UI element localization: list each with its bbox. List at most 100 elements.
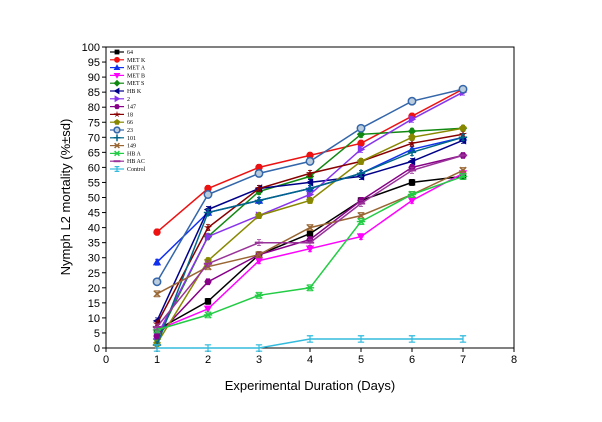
y-tick-label: 40 xyxy=(88,223,100,235)
series-control xyxy=(153,335,467,352)
legend-label: HB A xyxy=(127,151,142,157)
y-tick-label: 85 xyxy=(88,87,100,99)
legend-label: 2 xyxy=(127,97,130,103)
data-point xyxy=(408,335,416,343)
legend-label: MET K xyxy=(127,58,146,64)
data-point xyxy=(305,245,315,253)
data-point xyxy=(113,134,121,142)
data-point xyxy=(114,49,120,55)
data-point xyxy=(305,184,315,193)
legend-item: 23 xyxy=(110,126,133,134)
legend-label: 64 xyxy=(127,50,133,56)
data-point xyxy=(357,139,365,148)
data-point xyxy=(407,190,417,199)
data-point xyxy=(407,127,417,136)
legend-item: 18 xyxy=(110,110,133,118)
data-point xyxy=(407,138,417,147)
y-tick-label: 75 xyxy=(88,117,100,129)
data-point xyxy=(204,298,212,305)
x-tick-label: 4 xyxy=(307,354,313,366)
series-23 xyxy=(152,84,468,287)
data-point xyxy=(203,190,213,199)
data-point xyxy=(254,184,264,193)
series-line xyxy=(156,91,464,337)
legend-item: 2 xyxy=(110,95,130,103)
data-point xyxy=(255,344,263,352)
data-point xyxy=(153,344,161,352)
y-tick-label: 5 xyxy=(94,328,100,340)
data-point xyxy=(153,290,161,298)
data-point xyxy=(113,73,121,79)
y-tick-label: 30 xyxy=(88,253,100,265)
data-point xyxy=(254,257,264,265)
y-tick-label: 95 xyxy=(88,57,100,69)
data-point xyxy=(408,115,417,124)
data-point xyxy=(407,96,417,106)
legend-label: MET A xyxy=(127,66,146,72)
data-point xyxy=(152,277,162,287)
x-tick-label: 5 xyxy=(358,354,364,366)
legend-item: HB AC xyxy=(110,159,145,165)
y-tick-label: 80 xyxy=(88,102,100,114)
data-point xyxy=(357,335,365,343)
data-point xyxy=(254,196,264,205)
y-tick-label: 45 xyxy=(88,208,100,220)
data-point xyxy=(305,156,315,166)
y-tick-label: 100 xyxy=(82,42,100,54)
y-tick-label: 10 xyxy=(88,313,100,325)
legend-item: 66 xyxy=(110,119,133,126)
data-point xyxy=(305,178,314,187)
data-point xyxy=(356,123,366,133)
data-point xyxy=(153,228,161,236)
data-point xyxy=(153,332,161,340)
legend-item: 64 xyxy=(110,49,133,56)
data-point xyxy=(459,166,467,175)
data-point xyxy=(203,311,213,319)
data-point xyxy=(356,217,366,226)
data-point xyxy=(114,104,120,110)
x-tick-label: 7 xyxy=(460,354,466,366)
legend-item: 147 xyxy=(110,104,136,111)
data-point xyxy=(114,166,120,172)
legend-item: HB K xyxy=(110,87,142,95)
legend-label: 147 xyxy=(127,105,136,111)
data-point xyxy=(357,157,365,165)
data-point xyxy=(254,168,264,178)
data-point xyxy=(407,148,417,157)
data-point xyxy=(408,179,416,186)
data-point xyxy=(357,211,365,220)
data-point xyxy=(255,211,263,219)
data-point xyxy=(357,145,366,154)
legend-item: MET A xyxy=(110,64,146,72)
y-tick-label: 60 xyxy=(88,162,100,174)
data-point xyxy=(306,230,314,237)
legend-label: 23 xyxy=(127,128,133,134)
y-tick-label: 20 xyxy=(88,283,100,295)
legend-item: 101 xyxy=(110,134,136,142)
data-point xyxy=(204,278,212,285)
data-point xyxy=(203,223,213,232)
series-2 xyxy=(153,87,468,341)
y-tick-label: 35 xyxy=(88,238,100,250)
legend-label: HB AC xyxy=(127,159,145,165)
x-tick-label: 1 xyxy=(154,354,160,366)
series-hb-ac xyxy=(152,151,468,331)
x-tick-label: 6 xyxy=(409,354,415,366)
legend-item: HB A xyxy=(110,150,142,157)
axis-ticks: 0 1 2 3 4 5 6 7 80510152025303540455055606570758… xyxy=(82,42,517,366)
legend-label: 18 xyxy=(127,112,133,118)
data-point xyxy=(407,157,416,166)
x-tick-label: 2 xyxy=(205,354,211,366)
y-axis-title: Nymph L2 mortality (%±sd) xyxy=(58,119,73,276)
y-tick-label: 55 xyxy=(88,177,100,189)
data-point xyxy=(306,196,314,204)
legend-item: MET S xyxy=(110,79,144,87)
x-tick-label: 8 xyxy=(511,354,517,366)
data-point xyxy=(356,233,366,241)
data-point xyxy=(458,172,468,181)
data-point xyxy=(203,305,213,314)
data-point xyxy=(204,344,212,352)
y-tick-label: 50 xyxy=(88,193,100,205)
